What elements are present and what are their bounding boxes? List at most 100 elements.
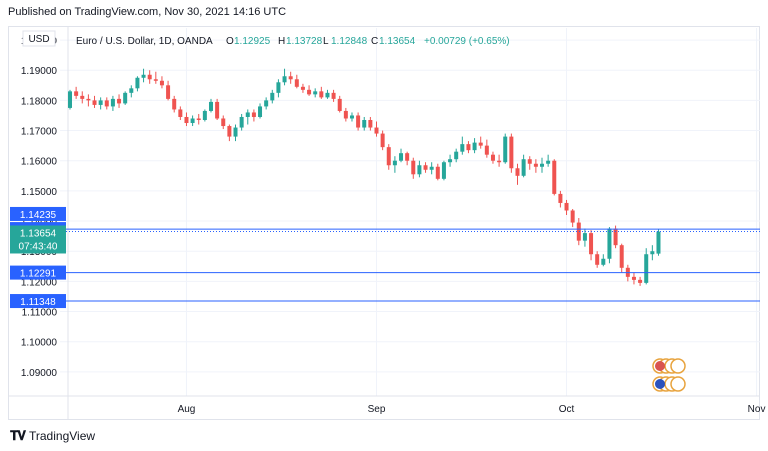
published-caption: Published on TradingView.com, Nov 30, 20… [8,6,287,18]
candle-body [435,166,440,179]
legend: Euro / U.S. Dollar, 1D, OANDA O 1.12925 … [76,36,510,47]
candle-body [368,120,373,128]
candle-body [245,112,250,117]
candle-body [546,160,551,164]
axis-labels: 1.200001.190001.180001.170001.160001.150… [21,36,766,415]
grid-lines [8,26,760,420]
candle-body [208,101,213,111]
candle-body [533,163,538,167]
x-tick-label: Oct [559,404,575,415]
legend-high-value: 1.13728 [286,36,323,47]
candle-body [405,153,410,161]
candle-body [337,98,342,111]
candle-body [251,112,256,117]
y-tick-label: 1.15000 [21,187,58,198]
candle-body [86,98,91,101]
candle-body [564,202,569,211]
price-line-label-bg [10,265,66,280]
candle-body [184,116,189,124]
candle-body [319,91,324,98]
candle-body [215,101,220,119]
legend-low-label: L [323,36,329,47]
candle-body [300,86,305,90]
x-tick-label: Nov [748,404,766,415]
eu-flag-icon [670,376,686,392]
price-line-label: 1.14235 [20,210,57,221]
candle-body [656,231,661,254]
y-tick-label: 1.10000 [21,338,58,349]
eu-flag-inner-icon [655,379,665,389]
candle-body [190,118,195,124]
candle-body [484,145,489,155]
candle-body [552,160,557,194]
candle-body [258,106,263,117]
candle-body [613,228,618,246]
candle-body [196,118,201,120]
last-price-label-bg [10,225,66,254]
event-flags-icon[interactable] [652,358,686,392]
candle-body [650,251,655,255]
us-flag-icon [670,358,686,374]
candle-body [239,116,244,128]
candle-body [147,74,152,80]
candle-body [98,100,103,105]
countdown-label: 07:43:40 [19,241,58,252]
candle-body [68,91,72,108]
x-tick-label: Aug [178,404,196,415]
currency-text: USD [28,34,49,45]
candle-body [270,92,275,101]
candle-body [374,127,379,134]
y-tick-label: 1.17000 [21,127,58,138]
candle-body [331,92,336,99]
candle-body [129,88,134,93]
candle-body [356,115,361,128]
tv-logo-icon: 𝐓𝐕 [10,428,26,443]
tradingview-logo[interactable]: 𝐓𝐕 TradingView [10,428,95,444]
y-tick-label: 1.18000 [21,96,58,107]
y-tick-label: 1.12000 [21,277,58,288]
y-tick-label: 1.19000 [21,66,58,77]
candle-body [460,144,465,152]
candle-body [380,133,385,148]
price-line-label: 1.12291 [20,269,57,280]
candle-body [466,144,471,151]
candle-body [288,76,293,80]
candle-body [558,193,563,203]
legend-change: +0.00729 (+0.65%) [424,36,510,47]
candles [68,68,661,286]
candle-body [276,82,281,93]
candle-body [80,95,85,99]
candle-body [221,118,226,127]
candle-body [527,159,532,164]
price-line-label-bg [10,206,66,221]
candle-body [454,151,459,160]
candle-body [570,210,575,223]
legend-open-label: O [226,36,234,47]
candle-body [386,147,391,166]
chart-frame[interactable] [8,26,760,420]
currency-label: USD [22,30,56,47]
tv-brand-text: TradingView [29,429,96,443]
candle-body [472,142,477,151]
candle-body [540,163,545,167]
candle-body [441,162,446,179]
candle-body [644,254,649,283]
candle-body [264,100,269,107]
candle-body [392,160,397,166]
candle-body [411,160,416,175]
candle-body [515,168,520,176]
candle-body [343,110,348,119]
candle-body [141,74,146,78]
candle-body [423,165,428,170]
candle-body [325,92,330,98]
candle-body [497,160,502,163]
price-lines: 1.142351.137341.122911.113481.1365407:43… [10,206,760,309]
candle-body [349,115,354,119]
candle-body [159,80,164,86]
candle-body [589,233,594,255]
legend-close-label: C [371,36,378,47]
legend-high-label: H [278,36,285,47]
candle-body [166,85,171,99]
x-tick-label: Sep [368,404,386,415]
